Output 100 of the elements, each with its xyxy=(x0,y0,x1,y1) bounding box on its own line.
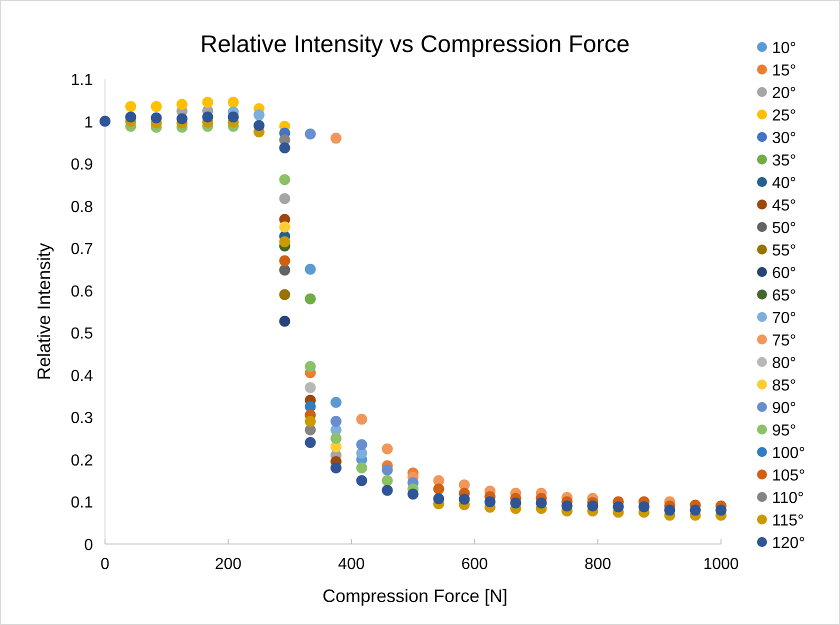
point xyxy=(279,142,290,154)
point xyxy=(279,193,290,204)
y-tick-label: 0.2 xyxy=(70,452,94,470)
legend-label: 50° xyxy=(772,220,796,237)
legend-label: 20° xyxy=(772,85,796,102)
point xyxy=(279,174,290,186)
point xyxy=(690,504,701,516)
point xyxy=(587,500,598,512)
point xyxy=(279,236,290,248)
point xyxy=(382,443,393,454)
legend-label: 10° xyxy=(772,40,796,57)
legend-label: 30° xyxy=(772,130,796,147)
point xyxy=(304,416,316,427)
point xyxy=(356,414,368,425)
x-axis-title: Compression Force [N] xyxy=(322,586,508,606)
y-tick-label: 0.9 xyxy=(70,156,94,174)
y-tick-label: 0.1 xyxy=(70,494,94,512)
point xyxy=(254,109,264,120)
point xyxy=(433,484,444,495)
point xyxy=(330,396,342,408)
point xyxy=(279,221,290,232)
y-tick-label: 0 xyxy=(84,537,94,554)
legend-label: 25° xyxy=(772,108,796,124)
point xyxy=(125,112,136,123)
point xyxy=(330,462,342,474)
point xyxy=(536,497,547,508)
y-tick-label: 0.6 xyxy=(70,283,94,300)
point xyxy=(304,437,316,448)
point xyxy=(664,504,676,516)
point xyxy=(356,439,368,450)
y-tick-label: 0.3 xyxy=(70,410,94,428)
x-tick-label: 0 xyxy=(100,556,110,573)
point xyxy=(304,264,316,275)
point xyxy=(228,96,239,108)
legend-label: 45° xyxy=(772,198,796,214)
point xyxy=(150,100,162,112)
point xyxy=(304,293,316,304)
point xyxy=(510,497,522,508)
point xyxy=(382,464,393,476)
y-tick-label: 0.4 xyxy=(70,368,94,385)
legend-label: 120° xyxy=(772,535,806,552)
point xyxy=(202,96,214,108)
point xyxy=(433,493,444,504)
point xyxy=(176,113,188,124)
point xyxy=(638,501,650,512)
legend-label: 90° xyxy=(772,400,796,417)
point xyxy=(382,484,393,496)
legend-label: 35° xyxy=(772,152,796,170)
y-tick-label: 0.7 xyxy=(70,241,94,258)
point xyxy=(330,132,342,144)
point xyxy=(279,255,290,266)
point xyxy=(330,432,342,444)
point xyxy=(382,475,393,486)
y-tick-label: 1.1 xyxy=(70,72,94,89)
point xyxy=(228,112,239,123)
legend-label: 105° xyxy=(772,468,806,484)
point xyxy=(458,494,470,505)
legend-label: 100° xyxy=(772,445,806,462)
point xyxy=(150,112,162,124)
point xyxy=(356,475,368,486)
point xyxy=(484,496,496,508)
point xyxy=(562,500,572,512)
point xyxy=(202,112,214,123)
legend-label: 95° xyxy=(772,422,796,440)
legend-label: 55° xyxy=(772,242,796,260)
legend-label: 85° xyxy=(772,378,796,394)
point xyxy=(279,264,290,276)
chart-title: Relative Intensity vs Compression Force xyxy=(200,31,630,58)
y-tick-label: 1 xyxy=(84,114,94,132)
point xyxy=(612,501,624,512)
x-tick-label: 200 xyxy=(214,556,242,573)
point xyxy=(304,128,316,140)
legend-label: 110° xyxy=(772,490,804,507)
x-tick-label: 400 xyxy=(338,556,365,573)
point xyxy=(408,488,418,500)
point xyxy=(100,116,110,127)
legend-label: 60° xyxy=(772,265,796,282)
point xyxy=(176,98,188,110)
point xyxy=(356,462,368,474)
point xyxy=(279,289,290,300)
x-tick-label: 600 xyxy=(461,556,488,573)
point xyxy=(304,382,316,394)
point xyxy=(125,100,136,112)
legend-label: 65° xyxy=(772,288,796,304)
x-tick-label: 1000 xyxy=(703,556,739,573)
point xyxy=(304,360,316,372)
legend-label: 15° xyxy=(772,62,796,80)
point xyxy=(279,316,290,327)
point xyxy=(330,416,342,427)
legend-label: 40° xyxy=(772,175,796,192)
legend-label: 75° xyxy=(772,332,796,350)
y-axis-title: Relative Intensity xyxy=(34,242,54,380)
point xyxy=(716,504,726,516)
x-tick-label: 800 xyxy=(584,556,612,573)
legend-label: 80° xyxy=(772,355,796,372)
point xyxy=(254,120,264,131)
legend-label: 115° xyxy=(772,512,804,530)
legend-label: 70° xyxy=(772,310,796,327)
y-tick-label: 0.5 xyxy=(70,326,94,343)
y-tick-label: 0.8 xyxy=(70,198,94,216)
